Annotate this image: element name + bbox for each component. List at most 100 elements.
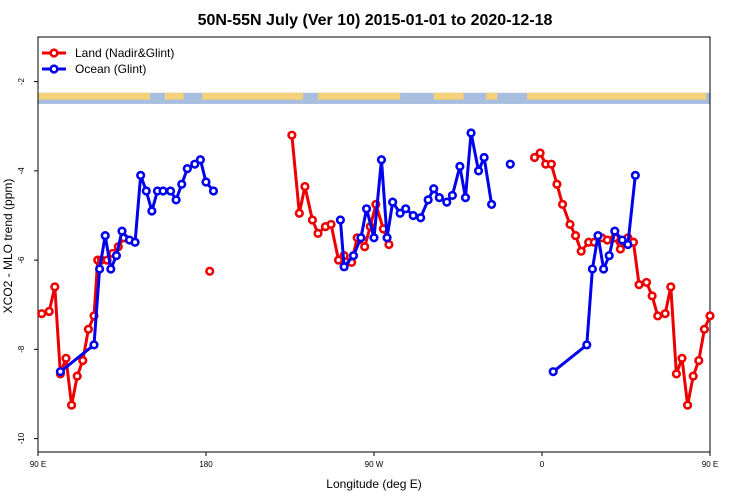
data-point-land-nadir-glint xyxy=(205,266,215,276)
strip-land xyxy=(486,92,498,100)
data-point-land-nadir-glint xyxy=(294,208,304,218)
y-tick-label: -4 xyxy=(17,167,26,175)
data-point-land-nadir-glint xyxy=(694,355,704,366)
strip-land xyxy=(433,92,464,100)
data-point-land-nadir-glint xyxy=(647,291,657,301)
data-point-ocean-glint xyxy=(598,264,609,274)
data-point-land-nadir-glint xyxy=(705,311,715,321)
legend-marker-land-nadir-glint xyxy=(49,48,59,58)
data-point-ocean-glint xyxy=(208,186,219,196)
data-point-land-nadir-glint xyxy=(677,353,687,363)
data-point-land-nadir-glint xyxy=(61,353,71,363)
data-point-land-nadir-glint xyxy=(615,244,626,254)
data-point-ocean-glint xyxy=(604,251,614,261)
data-point-land-nadir-glint xyxy=(72,371,82,381)
data-point-land-nadir-glint xyxy=(660,309,670,319)
data-point-ocean-glint xyxy=(195,155,205,165)
data-point-ocean-glint xyxy=(505,159,515,169)
data-point-land-nadir-glint xyxy=(78,355,88,366)
data-point-ocean-glint xyxy=(388,197,398,207)
y-axis-label: XCO2 - MLO trend (ppm) xyxy=(1,179,15,314)
data-point-ocean-glint xyxy=(382,233,392,243)
data-point-ocean-glint xyxy=(190,159,200,169)
series-layer xyxy=(37,128,715,410)
x-tick-label: 0 xyxy=(540,460,545,469)
data-point-ocean-glint xyxy=(201,177,211,187)
data-point-ocean-glint xyxy=(147,206,157,216)
data-point-ocean-glint xyxy=(94,264,105,274)
x-tick-label: 90 E xyxy=(30,460,46,469)
data-point-ocean-glint xyxy=(182,164,192,174)
strip-land xyxy=(527,92,707,100)
x-tick-label: 180 xyxy=(199,460,213,469)
data-point-land-nadir-glint xyxy=(546,159,556,169)
legend-label-ocean-glint: Ocean (Glint) xyxy=(75,62,146,76)
data-point-ocean-glint xyxy=(348,251,359,261)
data-point-ocean-glint xyxy=(593,230,603,241)
data-point-ocean-glint xyxy=(630,170,640,180)
data-point-ocean-glint xyxy=(582,340,592,350)
legend: Land (Nadir&Glint) Ocean (Glint) xyxy=(42,46,174,76)
data-point-ocean-glint xyxy=(89,340,99,350)
y-tick-label: -2 xyxy=(17,78,26,86)
data-point-ocean-glint xyxy=(130,237,140,247)
data-point-ocean-glint xyxy=(111,251,121,261)
data-point-ocean-glint xyxy=(473,166,484,176)
data-point-ocean-glint xyxy=(117,226,127,236)
data-point-land-nadir-glint xyxy=(313,228,323,238)
strip-land xyxy=(164,92,184,100)
data-point-ocean-glint xyxy=(460,193,471,203)
data-point-ocean-glint xyxy=(376,155,387,165)
data-point-land-nadir-glint xyxy=(602,235,612,245)
data-point-land-nadir-glint xyxy=(300,181,310,192)
land-ocean-strip xyxy=(38,92,710,104)
data-point-ocean-glint xyxy=(587,264,598,274)
data-point-land-nadir-glint xyxy=(666,282,676,292)
data-point-ocean-glint xyxy=(423,195,433,205)
data-point-ocean-glint xyxy=(408,210,418,221)
data-point-ocean-glint xyxy=(339,262,349,272)
legend-label-land-nadir-glint: Land (Nadir&Glint) xyxy=(75,46,174,60)
data-point-ocean-glint xyxy=(548,367,558,377)
data-point-ocean-glint xyxy=(401,204,411,214)
data-point-land-nadir-glint xyxy=(37,309,47,319)
data-point-ocean-glint xyxy=(335,215,346,225)
data-point-land-nadir-glint xyxy=(634,280,644,290)
data-point-ocean-glint xyxy=(447,190,458,201)
data-point-ocean-glint xyxy=(623,239,633,250)
chart-title: 50N-55N July (Ver 10) 2015-01-01 to 2020… xyxy=(198,12,553,29)
data-point-ocean-glint xyxy=(356,233,366,243)
data-point-ocean-glint xyxy=(416,213,426,223)
data-point-ocean-glint xyxy=(610,226,620,236)
data-point-land-nadir-glint xyxy=(552,179,562,189)
data-point-land-nadir-glint xyxy=(671,369,682,379)
x-tick-label: 90 E xyxy=(702,460,718,469)
data-point-ocean-glint xyxy=(136,170,146,180)
strip-land xyxy=(318,92,401,100)
y-tick-label: -10 xyxy=(17,432,26,444)
axes: 90 E 180 90 W 0 90 E -2 -4 -6 -8 -10 xyxy=(17,36,718,469)
data-point-land-nadir-glint xyxy=(576,246,586,256)
data-point-ocean-glint xyxy=(55,367,66,377)
data-point-land-nadir-glint xyxy=(682,400,693,410)
data-point-ocean-glint xyxy=(100,230,110,241)
data-point-land-nadir-glint xyxy=(326,219,336,230)
data-point-ocean-glint xyxy=(369,233,379,243)
series-ocean-glint xyxy=(55,128,640,377)
data-point-land-nadir-glint xyxy=(66,400,77,410)
data-point-ocean-glint xyxy=(165,186,176,196)
data-point-land-nadir-glint xyxy=(307,215,318,225)
data-point-land-nadir-glint xyxy=(333,255,344,265)
data-point-ocean-glint xyxy=(479,152,489,163)
data-point-land-nadir-glint xyxy=(570,230,581,241)
data-point-land-nadir-glint xyxy=(653,311,663,321)
data-point-ocean-glint xyxy=(487,199,497,209)
data-point-land-nadir-glint xyxy=(287,130,297,140)
data-point-land-nadir-glint xyxy=(44,306,54,317)
data-point-ocean-glint xyxy=(171,195,181,205)
data-point-land-nadir-glint xyxy=(688,371,698,381)
data-point-land-nadir-glint xyxy=(50,282,60,292)
